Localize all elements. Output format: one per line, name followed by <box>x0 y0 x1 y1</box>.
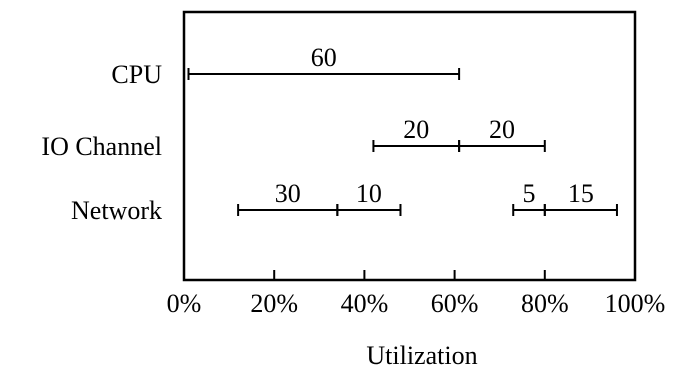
plot-frame <box>182 10 637 282</box>
x-tick-label-5: 100% <box>605 289 666 318</box>
segment-0: 60 <box>187 43 461 80</box>
segment-group: 60 20 20 30 10 5 15 <box>187 43 618 216</box>
segment-label-4: 10 <box>356 179 382 208</box>
x-axis-tick-labels: 0% 20% 40% 60% 80% 100% <box>167 289 666 318</box>
x-tick-label-4: 80% <box>521 289 569 318</box>
segment-5: 5 <box>512 179 546 216</box>
category-label-io-channel: IO Channel <box>41 132 162 161</box>
segment-label-5: 5 <box>523 179 536 208</box>
x-tick-label-1: 20% <box>250 289 298 318</box>
x-axis-ticks <box>183 270 636 280</box>
segment-label-2: 20 <box>489 115 515 144</box>
segment-label-3: 30 <box>275 179 301 208</box>
category-labels: CPU IO Channel Network <box>41 60 162 225</box>
segment-6: 15 <box>543 179 618 216</box>
x-axis-title: Utilization <box>366 341 477 370</box>
segment-1: 20 <box>372 115 461 152</box>
segment-label-0: 60 <box>311 43 337 72</box>
category-label-network: Network <box>71 196 162 225</box>
x-tick-label-0: 0% <box>167 289 202 318</box>
segment-4: 10 <box>336 179 402 216</box>
x-tick-label-3: 60% <box>431 289 479 318</box>
segment-label-6: 15 <box>568 179 594 208</box>
category-label-cpu: CPU <box>111 60 162 89</box>
segment-2: 20 <box>458 115 546 152</box>
segment-label-1: 20 <box>403 115 429 144</box>
segment-3: 30 <box>237 179 339 216</box>
x-tick-label-2: 40% <box>341 289 389 318</box>
